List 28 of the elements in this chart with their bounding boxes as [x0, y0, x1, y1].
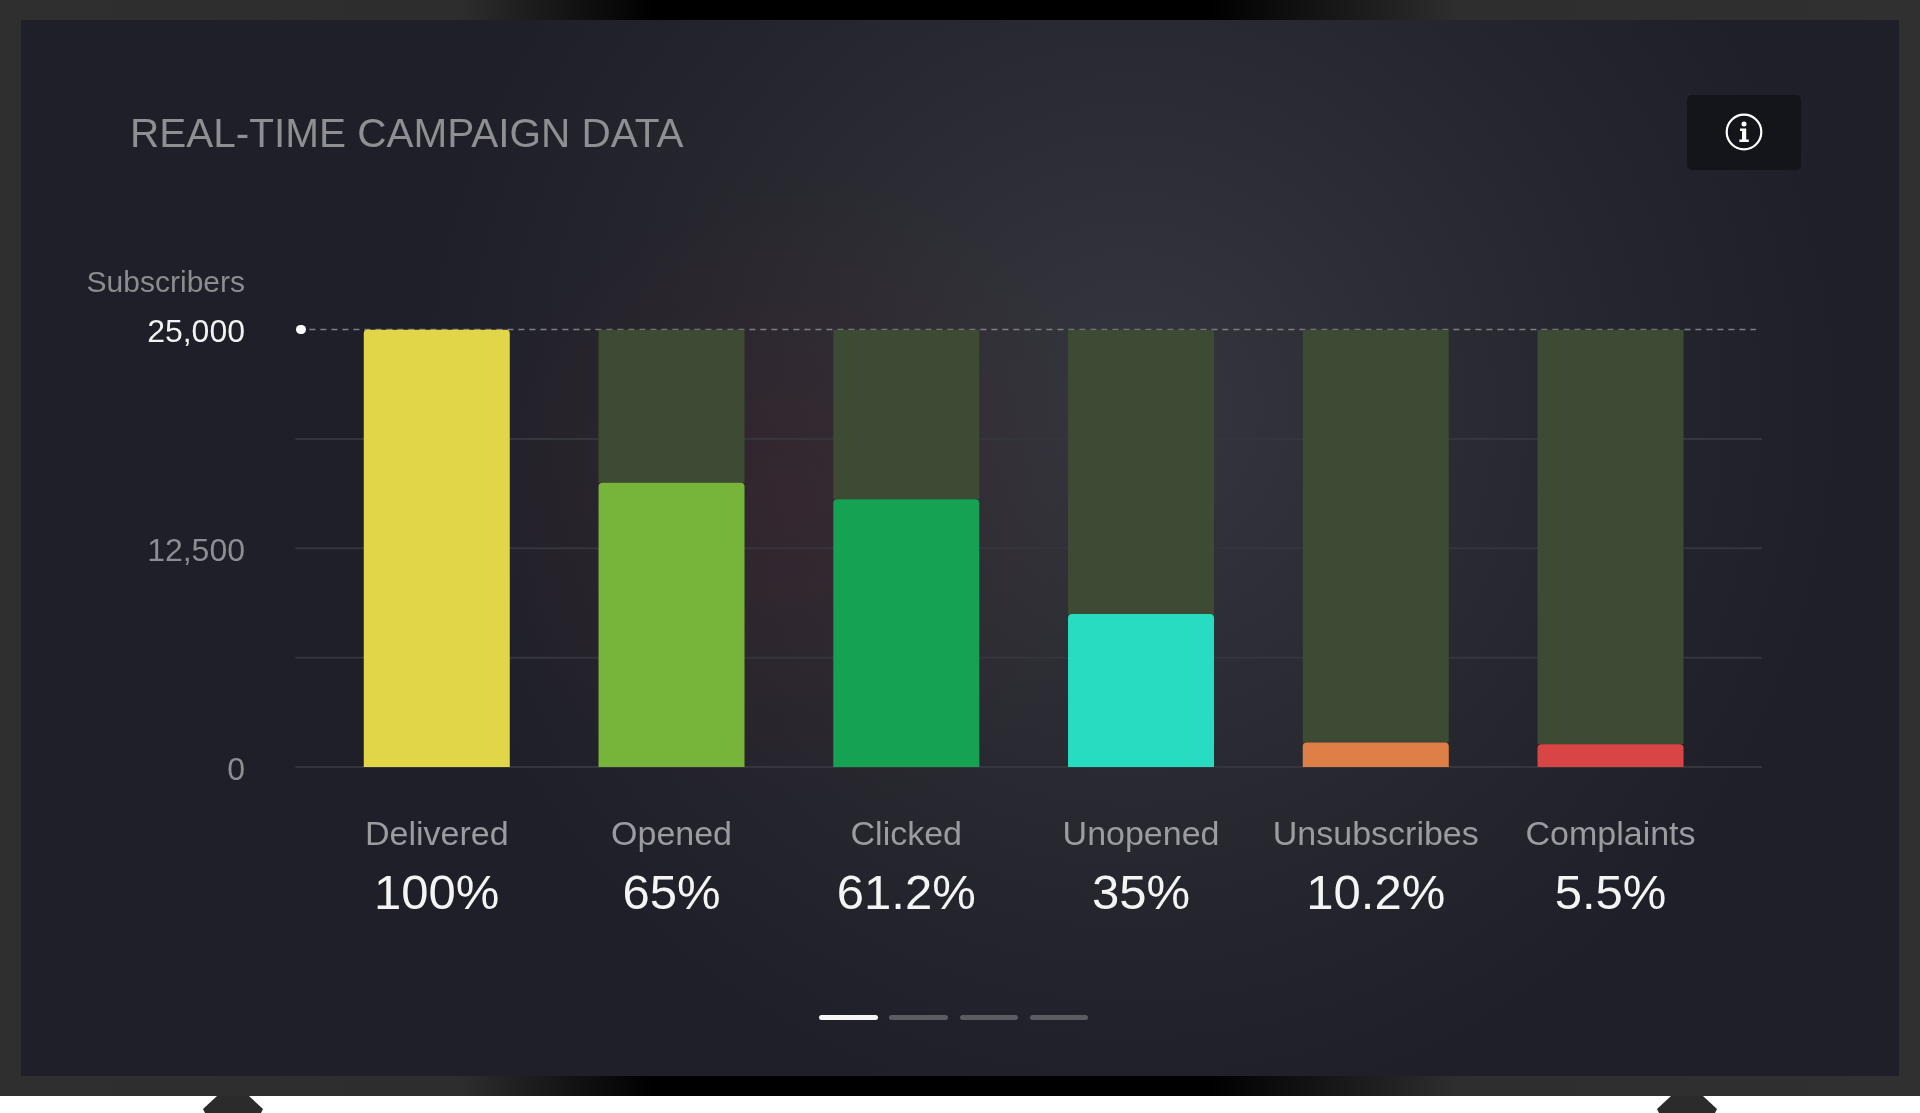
- x-tick-label: Complaints: [1525, 814, 1696, 852]
- text: 10.2%: [1306, 865, 1446, 919]
- bar: [833, 329, 980, 500]
- text: 65%: [622, 865, 721, 919]
- x-tick-label: Unopened: [1062, 814, 1220, 852]
- chart-title: REAL-TIME CAMPAIGN DATA: [130, 109, 684, 156]
- x-tick-label: Delivered: [364, 814, 509, 852]
- bar: [1068, 613, 1215, 767]
- bar: [363, 329, 510, 767]
- bar: [1537, 329, 1684, 745]
- bar: [598, 482, 745, 767]
- y-tick-label: 25,000: [147, 313, 245, 350]
- y-tick-label: 12,500: [147, 532, 245, 569]
- text: 100%: [374, 865, 500, 919]
- bar: [1068, 329, 1215, 614]
- bar: [1302, 742, 1449, 767]
- x-tick-label: Clicked: [850, 814, 963, 852]
- bar: [1537, 744, 1684, 767]
- bar: [833, 499, 980, 767]
- text: 61.2%: [836, 865, 976, 919]
- y-axis-title: Subscribers: [86, 265, 245, 298]
- bar: [598, 329, 745, 483]
- bar: [1302, 329, 1449, 743]
- text: 5.5%: [1554, 865, 1667, 919]
- y-tick-label: 0: [227, 750, 245, 787]
- x-tick-label: Unsubscribes: [1272, 814, 1479, 852]
- x-tick-label: Opened: [611, 814, 733, 852]
- text: 35%: [1091, 865, 1191, 919]
